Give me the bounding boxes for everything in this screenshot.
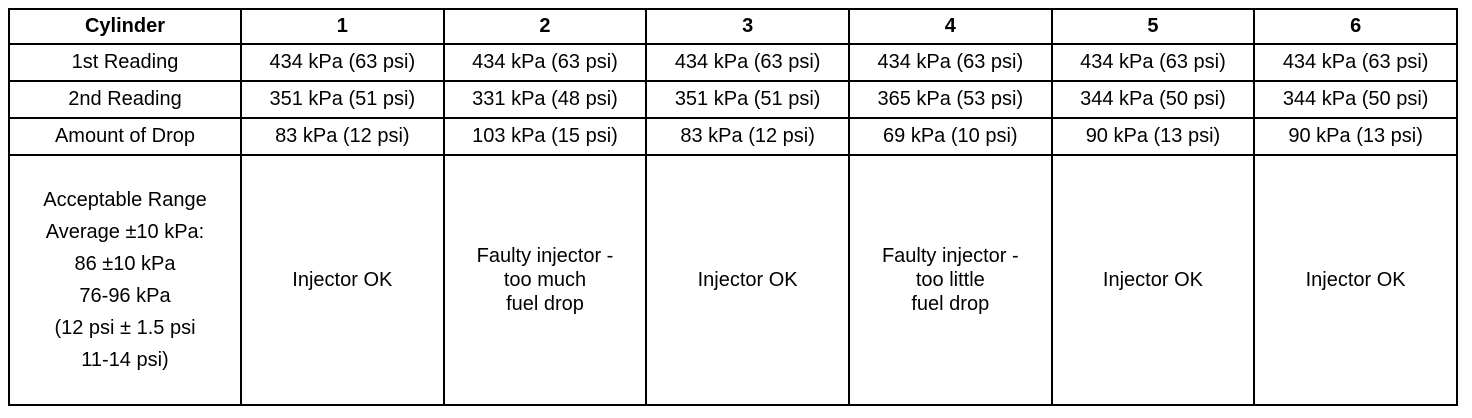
- table-cell: Injector OK: [240, 154, 445, 406]
- table-cell: 434 kPa (63 psi): [1253, 43, 1458, 82]
- table-row: 1st Reading 434 kPa (63 psi) 434 kPa (63 p…: [8, 43, 1458, 82]
- table-cell: Injector OK: [1253, 154, 1458, 406]
- table-body: 1st Reading 434 kPa (63 psi) 434 kPa (63 p…: [8, 43, 1458, 406]
- table-cell: 365 kPa (53 psi): [847, 80, 1053, 119]
- table-cell: 83 kPa (12 psi): [240, 117, 445, 156]
- table-cell: 434 kPa (63 psi): [442, 43, 648, 82]
- cell-line: Injector OK: [1305, 269, 1406, 291]
- table-cell: 69 kPa (10 psi): [847, 117, 1053, 156]
- table-cell: 90 kPa (13 psi): [1253, 117, 1458, 156]
- table-cell: Injector OK: [1050, 154, 1256, 406]
- table-cell: 83 kPa (12 psi): [645, 117, 850, 156]
- table-cell: 344 kPa (50 psi): [1050, 80, 1256, 119]
- cell-line: Injector OK: [697, 269, 798, 291]
- cell-line: Faulty injector -: [881, 245, 1019, 267]
- header-cell: 1: [240, 8, 445, 45]
- table-cell: 434 kPa (63 psi): [847, 43, 1053, 82]
- header-row: Cylinder 1 2 3 4 5 6: [8, 8, 1458, 45]
- row-label: Amount of Drop: [8, 117, 242, 156]
- row-label: 2nd Reading: [8, 80, 242, 119]
- cell-line: 86 ±10 kPa: [74, 253, 176, 275]
- table-cell: Acceptable Range Average ±10 kPa: 86 ±10 k…: [8, 154, 242, 406]
- table-cell: 344 kPa (50 psi): [1253, 80, 1458, 119]
- table-row: Amount of Drop 83 kPa (12 psi) 103 kPa (15…: [8, 117, 1458, 156]
- cell-line: Injector OK: [292, 269, 393, 291]
- header-cell: 5: [1050, 8, 1256, 45]
- header-cell: Cylinder: [8, 8, 242, 45]
- header-cell: 4: [847, 8, 1053, 45]
- header-cell: 2: [442, 8, 648, 45]
- table-cell: 351 kPa (51 psi): [240, 80, 445, 119]
- cell-line: (12 psi ± 1.5 psi: [54, 317, 196, 339]
- cell-line: Acceptable Range: [43, 189, 207, 211]
- header-cell: 6: [1253, 8, 1458, 45]
- row-label: 1st Reading: [8, 43, 242, 82]
- cell-line: 11-14 psi): [81, 349, 169, 371]
- cell-line: fuel drop: [506, 293, 584, 315]
- table-cell: Injector OK: [645, 154, 850, 406]
- table-cell: 103 kPa (15 psi): [442, 117, 648, 156]
- table-cell: 434 kPa (63 psi): [1050, 43, 1256, 82]
- table-cell: 351 kPa (51 psi): [645, 80, 850, 119]
- table-cell: 331 kPa (48 psi): [442, 80, 648, 119]
- table-cell: 434 kPa (63 psi): [240, 43, 445, 82]
- table-cell: Faulty injector - too much fuel drop: [442, 154, 648, 406]
- table-cell: 434 kPa (63 psi): [645, 43, 850, 82]
- cell-line: Average ±10 kPa:: [45, 221, 205, 243]
- header-cell: 3: [645, 8, 850, 45]
- table-cell: 90 kPa (13 psi): [1050, 117, 1256, 156]
- cell-line: Faulty injector -: [476, 245, 614, 267]
- table-cell: Faulty injector - too little fuel drop: [847, 154, 1053, 406]
- cell-line: too much: [503, 269, 587, 291]
- cell-line: Injector OK: [1102, 269, 1203, 291]
- cell-line: too little: [915, 269, 985, 291]
- table-row: 2nd Reading 351 kPa (51 psi) 331 kPa (48 p…: [8, 80, 1458, 119]
- cell-line: 76-96 kPa: [79, 285, 171, 307]
- pressure-table: Cylinder 1 2 3 4 5 6 1st Reading 434 kPa (63 ps…: [8, 8, 1458, 406]
- table-row: Acceptable Range Average ±10 kPa: 86 ±10 k…: [8, 154, 1458, 406]
- cell-line: fuel drop: [911, 293, 990, 315]
